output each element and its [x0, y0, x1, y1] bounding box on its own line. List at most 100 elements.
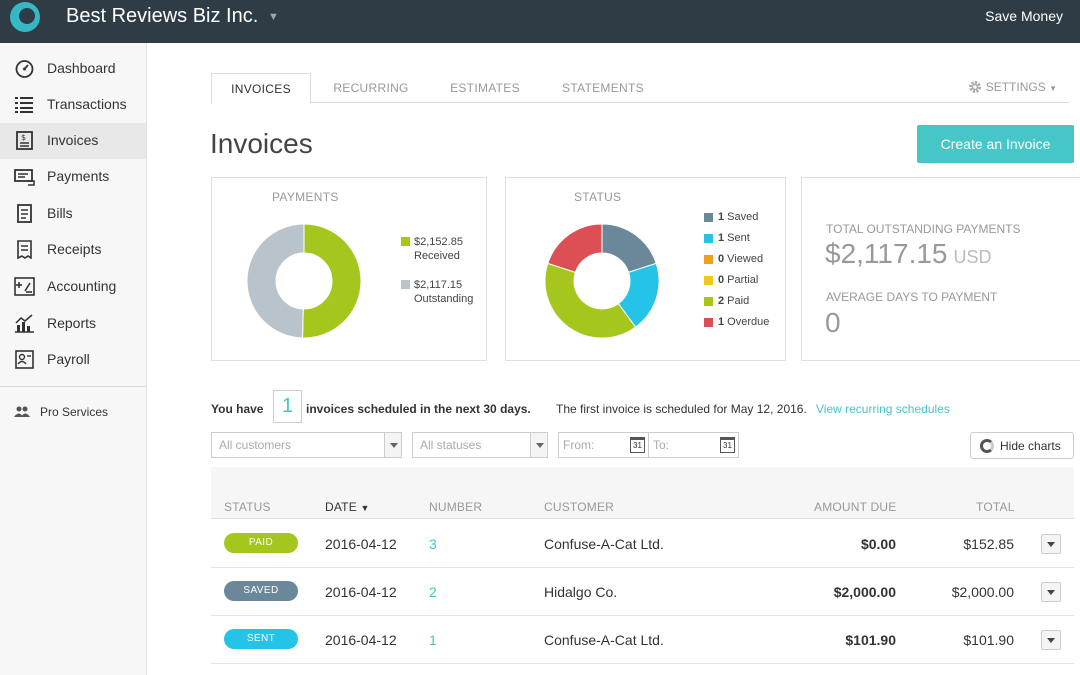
- settings-chevron-down-icon: ▼: [1049, 84, 1057, 93]
- hide-charts-button[interactable]: Hide charts: [970, 432, 1074, 459]
- row-actions-chevron-down-icon[interactable]: [1041, 630, 1061, 650]
- view-recurring-schedules-link[interactable]: View recurring schedules: [816, 402, 950, 416]
- settings-menu[interactable]: SETTINGS ▼: [968, 80, 1057, 94]
- status-slice-saved: [601, 223, 657, 273]
- sidebar-item-label: Reports: [47, 315, 97, 331]
- sidebar-item-reports[interactable]: Reports: [0, 306, 146, 342]
- sidebar-item-dashboard[interactable]: Dashboard: [0, 51, 146, 87]
- customer-filter-value: All customers: [219, 438, 292, 452]
- gear-icon: [969, 81, 982, 93]
- column-header-number[interactable]: NUMBER: [429, 500, 483, 514]
- legend-count: 2: [718, 295, 725, 307]
- sidebar-item-invoices[interactable]: $ Invoices: [0, 123, 146, 159]
- tab-estimates[interactable]: ESTIMATES: [450, 81, 520, 95]
- scheduled-prefix: You have: [211, 402, 264, 416]
- status-card: STATUS 1 Saved 1 Sent 0 Viewed 0 Partial 2 P…: [505, 177, 786, 361]
- table-row[interactable]: SAVED 2016-04-12 2 Hidalgo Co. $2,000.00…: [211, 567, 1074, 616]
- legend-swatch-paid: [704, 297, 713, 306]
- table-row[interactable]: PAID 2016-04-12 3 Confuse-A-Cat Ltd. $0.…: [211, 519, 1074, 568]
- payments-slice-outstanding: [246, 223, 305, 339]
- date-header-label: DATE: [325, 500, 357, 514]
- sidebar-item-payments[interactable]: Payments: [0, 159, 146, 195]
- row-number-link[interactable]: 1: [429, 632, 437, 648]
- invoice-tabs: INVOICES RECURRING ESTIMATES STATEMENTS …: [211, 73, 1069, 104]
- status-filter-select[interactable]: All statuses: [412, 432, 548, 458]
- received-label: Received: [414, 250, 460, 262]
- row-actions-chevron-down-icon[interactable]: [1041, 582, 1061, 602]
- sidebar: Dashboard Transactions $ Invoices Paymen…: [0, 43, 147, 675]
- calendar-icon[interactable]: 31: [630, 437, 645, 453]
- sidebar-item-transactions[interactable]: Transactions: [0, 87, 146, 123]
- save-money-link[interactable]: Save Money: [985, 8, 1063, 24]
- legend-item-received: $2,152.85 Received: [414, 235, 463, 263]
- column-header-total[interactable]: TOTAL: [976, 500, 1015, 514]
- legend-label: Viewed: [724, 253, 764, 265]
- sidebar-item-label: Transactions: [47, 96, 127, 112]
- transactions-icon: [15, 97, 33, 113]
- app-logo-icon[interactable]: [10, 2, 40, 32]
- column-header-status[interactable]: STATUS: [224, 500, 271, 514]
- row-date: 2016-04-12: [325, 536, 397, 552]
- invoices-icon: $: [16, 131, 33, 150]
- row-date: 2016-04-12: [325, 632, 397, 648]
- row-customer: Hidalgo Co.: [544, 584, 618, 600]
- row-customer: Confuse-A-Cat Ltd.: [544, 536, 664, 552]
- row-total: $101.90: [963, 632, 1014, 648]
- sidebar-item-bills[interactable]: Bills: [0, 196, 146, 232]
- legend-swatch-sent: [704, 234, 713, 243]
- row-number-link[interactable]: 2: [429, 584, 437, 600]
- row-total: $152.85: [963, 536, 1014, 552]
- sidebar-item-label: Pro Services: [40, 405, 109, 419]
- row-total: $2,000.00: [951, 584, 1014, 600]
- legend-item-saved: 1 Saved: [718, 210, 758, 224]
- row-number-link[interactable]: 3: [429, 536, 437, 552]
- legend-label: Partial: [724, 274, 759, 286]
- payments-icon: [14, 169, 35, 186]
- chevron-down-icon: [384, 433, 401, 457]
- chevron-down-icon: [530, 433, 547, 457]
- calendar-icon[interactable]: 31: [720, 437, 735, 453]
- status-badge: SAVED: [224, 581, 298, 601]
- tab-recurring[interactable]: RECURRING: [333, 81, 409, 95]
- total-outstanding-label: TOTAL OUTSTANDING PAYMENTS: [826, 222, 1021, 236]
- to-date-placeholder: To:: [653, 438, 670, 452]
- settings-label: SETTINGS: [985, 80, 1046, 94]
- legend-count: 1: [718, 316, 725, 328]
- tab-invoices[interactable]: INVOICES: [211, 73, 311, 104]
- legend-swatch-overdue: [704, 318, 713, 327]
- people-icon: [14, 406, 30, 417]
- company-chevron-down-icon[interactable]: ▼: [268, 11, 279, 23]
- from-date-input[interactable]: From: 31: [558, 432, 649, 458]
- sidebar-item-payroll[interactable]: Payroll: [0, 342, 146, 378]
- status-card-title: STATUS: [574, 190, 622, 204]
- payments-card-title: PAYMENTS: [272, 190, 339, 204]
- column-header-customer[interactable]: CUSTOMER: [544, 500, 615, 514]
- sidebar-item-pro-services[interactable]: Pro Services: [0, 398, 146, 428]
- sidebar-item-label: Accounting: [47, 278, 117, 294]
- customer-filter-select[interactable]: All customers: [211, 432, 402, 458]
- table-row[interactable]: SENT 2016-04-12 1 Confuse-A-Cat Ltd. $10…: [211, 615, 1074, 664]
- summary-card: TOTAL OUTSTANDING PAYMENTS $2,117.15 USD …: [801, 177, 1080, 361]
- create-invoice-button[interactable]: Create an Invoice: [917, 125, 1074, 163]
- hide-charts-label: Hide charts: [1000, 439, 1061, 453]
- sidebar-item-label: Dashboard: [47, 60, 116, 76]
- column-header-amount-due[interactable]: AMOUNT DUE: [814, 500, 897, 514]
- legend-count: 0: [718, 274, 725, 286]
- payments-card: PAYMENTS $2,152.85 Received $2,117.15 Ou…: [211, 177, 487, 361]
- outstanding-label: Outstanding: [414, 293, 474, 305]
- sidebar-item-label: Payroll: [47, 351, 90, 367]
- status-filter-value: All statuses: [420, 438, 482, 452]
- row-actions-chevron-down-icon[interactable]: [1041, 534, 1061, 554]
- sidebar-item-receipts[interactable]: Receipts: [0, 232, 146, 268]
- avg-days-value: 0: [825, 307, 841, 338]
- legend-label: Overdue: [724, 316, 770, 328]
- tab-statements[interactable]: STATEMENTS: [562, 81, 644, 95]
- to-date-input[interactable]: To: 31: [648, 432, 739, 458]
- company-name[interactable]: Best Reviews Biz Inc.: [66, 5, 259, 27]
- sidebar-item-accounting[interactable]: Accounting: [0, 269, 146, 305]
- payments-donut-chart: [246, 223, 362, 339]
- sidebar-divider: [0, 386, 146, 387]
- legend-swatch-received: [401, 237, 410, 246]
- column-header-date[interactable]: DATE ▼: [325, 500, 370, 514]
- outstanding-amount: $2,117.15: [414, 279, 463, 291]
